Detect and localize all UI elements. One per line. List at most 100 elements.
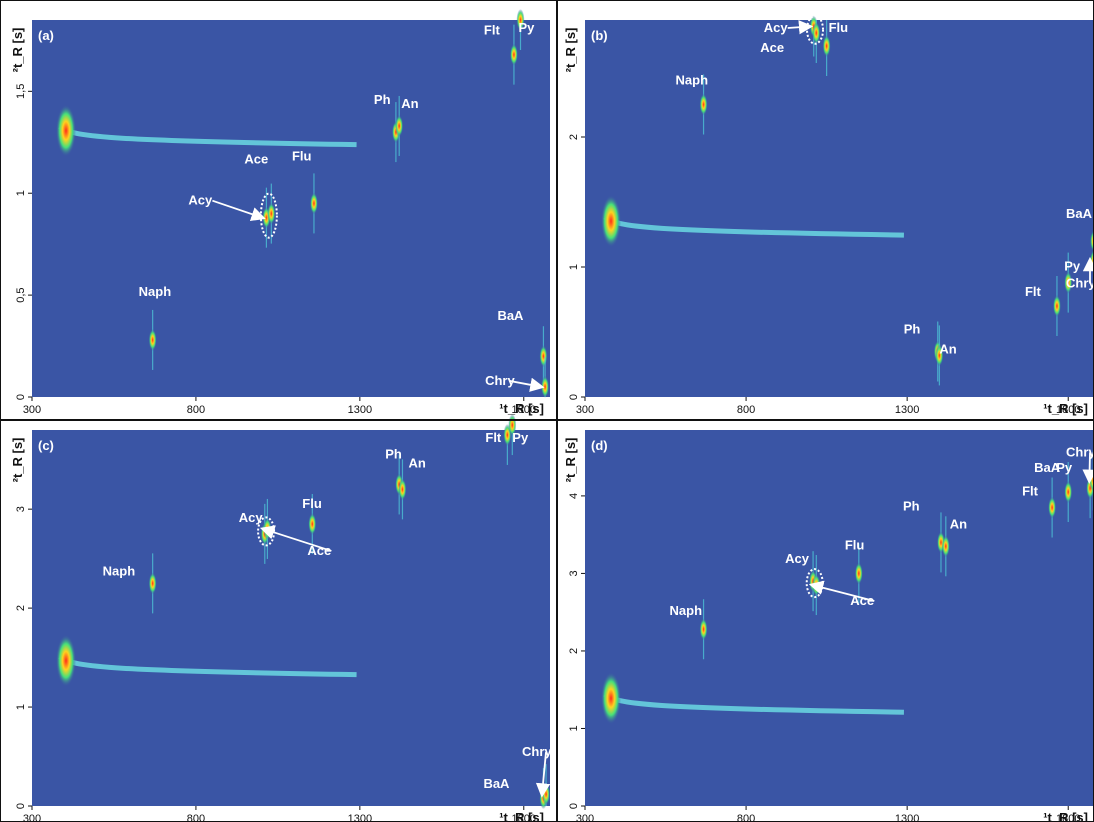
panel-label: (c) [38,438,54,453]
y-tick-label: 0,5 [15,287,27,302]
peak-spot [267,202,276,225]
panel-c: Naph Acy Ace Flu Ph An Flt Py BaA Chry (c) 0 1 2 3 300 8… [10,414,552,822]
peak-spot [509,43,518,66]
peak-label-flu: Flu [829,20,849,35]
peak-label-ace: Ace [244,152,268,167]
y-tick-label: 2 [568,134,580,140]
x-axis-label: ¹t_R [s] [1043,401,1088,416]
peak-spot [309,192,318,215]
x-tick-label: 300 [576,813,594,822]
peak-spot [398,478,407,501]
peak-spot [148,572,157,595]
x-tick-label: 1800 [1056,813,1080,822]
peak-spot [1052,295,1061,317]
peak-label-acy: Acy [785,551,810,566]
solvent-peak [601,195,621,248]
peak-label-py: Py [1056,460,1073,475]
y-tick-label: 3 [568,570,580,576]
solvent-peak [56,634,76,687]
peak-label-naph: Naph [139,284,172,299]
peak-spot [699,93,708,116]
y-tick-label: 0 [568,803,580,809]
y-tick-label: 0 [568,394,580,400]
y-axis-label: ²t_R [s] [10,438,25,483]
y-tick-label: 1 [568,725,580,731]
peak-label-naph: Naph [103,563,136,578]
peak-spot [1064,271,1073,294]
peak-label-py: Py [1064,259,1081,274]
x-tick-label: 800 [737,813,755,822]
peak-arrow [1082,452,1094,484]
peak-label-flt: Flt [1022,484,1039,499]
peak-spot [854,562,863,585]
x-tick-label: 1800 [512,813,536,822]
peak-label-acy: Acy [188,193,213,208]
peak-label-ace: Ace [760,40,784,55]
peak-label-baa: BaA [497,308,524,323]
peak-label-chry: Chry [522,744,552,759]
x-tick-label: 300 [23,813,41,822]
peak-label-ph: Ph [904,322,921,337]
peak-spot [308,513,317,535]
peak-label-naph: Naph [676,73,709,88]
x-tick-label: 300 [576,404,594,416]
vertical-panel-divider [556,0,558,822]
panel-a: Naph Acy Ace Flu Ph An Flt Py BaA Chry (a) 0 0,5 1 1,5… [10,9,550,416]
peak-label-flt: Flt [485,430,502,445]
peak-label-flu: Flu [292,148,312,163]
peak-spot [812,22,821,44]
peak-label-py: Py [518,20,535,35]
plot-area [585,430,1094,806]
peak-label-chry: Chry [485,373,515,388]
panel-d: NaphAcyAceFluPhAnFltPyBaAChry(d)01234300… [563,430,1094,822]
y-tick-label: 2 [15,605,27,611]
x-axis-label: ¹t_R [s] [1043,810,1088,822]
peak-label-baa: BaA [483,776,510,791]
peak-spot [395,114,404,137]
y-tick-label: 4 [568,493,580,499]
peak-label-an: An [939,341,956,356]
peak-label-acy: Acy [239,510,264,525]
x-tick-label: 1800 [512,404,536,416]
peak-label-naph: Naph [670,603,703,618]
y-tick-label: 0 [15,394,27,400]
peak-label-an: An [950,516,967,531]
peak-label-an: An [401,96,418,111]
peak-spot [516,9,525,31]
x-tick-label: 1300 [895,813,919,822]
x-tick-label: 1300 [348,404,372,416]
coelution-ellipse [806,14,825,45]
x-tick-label: 300 [23,404,41,416]
horizontal-panel-divider [0,419,1094,421]
panel-b: Naph Acy Ace Flu Ph An Flt Py BaA Chry (b) 0 1 2 300 80… [563,14,1094,416]
peak-arrow [787,20,814,35]
y-axis-label: ²t_R [s] [563,438,578,483]
y-tick-label: 1 [15,704,27,710]
peak-arrow [535,752,551,798]
x-tick-label: 800 [737,404,755,416]
y-tick-label: 2 [568,648,580,654]
peak-label-ph: Ph [903,498,920,513]
peak-label-baa: BaA [1066,206,1093,221]
x-axis-label: ¹t_R [s] [499,810,544,822]
x-tick-label: 1300 [895,404,919,416]
x-tick-label: 1300 [348,813,372,822]
peak-label-an: An [408,455,425,470]
solvent-peak [56,104,76,157]
x-tick-label: 1800 [1056,404,1080,416]
peak-label-chry: Chry [1066,444,1094,459]
peak-spot [1048,496,1057,519]
peak-spot [935,344,944,367]
peak-label-acy: Acy [764,20,789,35]
solvent-peak [601,672,621,725]
plot-area [32,430,550,806]
peak-label-ph: Ph [385,446,402,461]
x-axis-label: ¹t_R [s] [499,401,544,416]
peak-arrow [808,580,875,602]
peak-spot [941,535,950,558]
peak-label-flu: Flu [845,537,865,552]
peak-label-py: Py [512,430,529,445]
panel-label: (b) [591,28,608,43]
